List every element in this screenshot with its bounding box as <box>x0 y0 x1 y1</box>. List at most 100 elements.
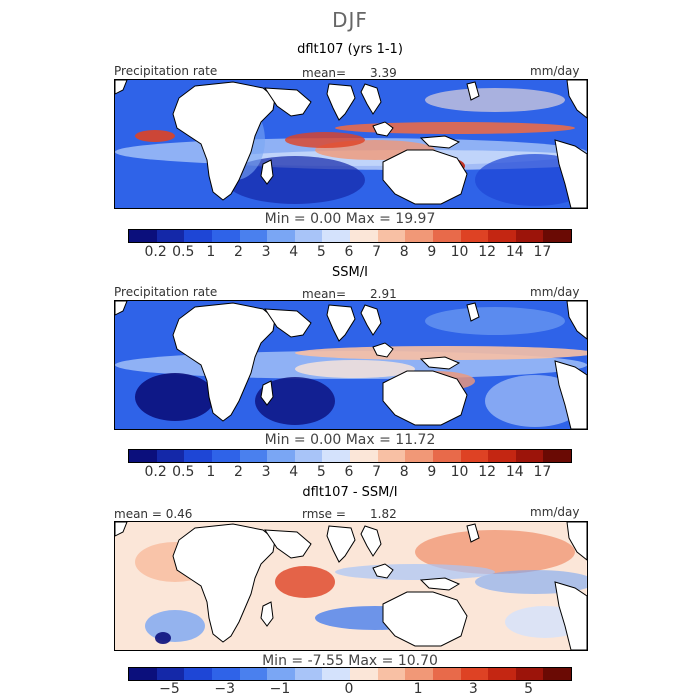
panel-1-colorbar-ticks: 0.2 0.5 1 2 3 4 5 6 7 8 9 10 12 14 17 <box>128 244 570 260</box>
colorbar-swatch <box>322 668 350 680</box>
field-blob <box>135 130 175 142</box>
colorbar-tick-label: 6 <box>344 244 354 260</box>
panel-1-field-label: Precipitation rate <box>114 64 218 78</box>
field-blob <box>335 122 575 134</box>
panel-3-colorbar-ticks: −5 −3 −1 0 1 3 5 <box>128 681 570 697</box>
colorbar-swatch <box>488 230 516 242</box>
colorbar-tick-label: 3 <box>261 464 271 480</box>
colorbar-swatch <box>460 230 489 242</box>
colorbar-tick-label: 0.2 <box>144 464 167 480</box>
panel-1-title: dflt107 (yrs 1-1) <box>297 42 403 57</box>
colorbar-tick-label: 9 <box>427 244 437 260</box>
colorbar-swatch <box>460 450 489 462</box>
colorbar-tick-label: 10 <box>450 244 469 260</box>
land-outline <box>382 370 468 426</box>
colorbar-tick-label: 1 <box>206 244 216 260</box>
colorbar-swatch <box>405 668 433 680</box>
land-outline <box>382 149 468 205</box>
colorbar-tick-label: 0 <box>344 681 354 697</box>
colorbar-tick-label: −3 <box>214 681 236 697</box>
panel-3-minmax: Min = -7.55 Max = 10.70 <box>262 653 438 669</box>
land-outline <box>326 83 356 121</box>
colorbar-swatch <box>156 668 185 680</box>
colorbar-swatch <box>211 668 240 680</box>
colorbar-swatch <box>377 450 406 462</box>
land-outline <box>554 360 587 429</box>
colorbar-swatch <box>515 668 544 680</box>
panel-2-field-label: Precipitation rate <box>114 285 218 299</box>
land-outline <box>466 302 480 322</box>
colorbar-tick-label: 1 <box>413 681 423 697</box>
panel-3-stat-label: rmse = <box>302 507 346 521</box>
field-blob <box>145 610 205 642</box>
colorbar-tick-label: 5 <box>316 464 326 480</box>
panel-3-mean-label: mean = 0.46 <box>114 507 193 521</box>
field-blob <box>415 530 575 574</box>
colorbar-swatch <box>322 230 350 242</box>
land-outline <box>419 135 461 149</box>
field-blob <box>475 154 587 206</box>
panel-1-map <box>114 79 588 209</box>
land-outline <box>264 308 312 338</box>
land-outline <box>115 522 128 537</box>
panel-3-map <box>114 521 588 651</box>
land-outline <box>372 121 394 137</box>
land-outline <box>360 304 382 336</box>
colorbar-swatch <box>405 450 433 462</box>
colorbar-swatch <box>211 230 240 242</box>
land-outline <box>382 591 468 647</box>
colorbar-swatch <box>350 230 378 242</box>
colorbar-swatch <box>156 230 185 242</box>
land-outline <box>260 601 274 627</box>
colorbar-tick-label: 7 <box>372 464 382 480</box>
colorbar-swatch <box>211 450 240 462</box>
colorbar-tick-label: 17 <box>533 464 552 480</box>
land-outline <box>326 304 356 342</box>
panel-2-stat-label: mean= <box>302 287 347 301</box>
land-outline <box>419 356 461 370</box>
colorbar-tick-label: 14 <box>505 244 524 260</box>
land-outline <box>260 380 274 406</box>
land-outline <box>360 525 382 557</box>
colorbar-tick-label: 9 <box>427 464 437 480</box>
colorbar-swatch <box>184 450 212 462</box>
land-outline <box>264 529 312 559</box>
field-blob <box>155 632 171 644</box>
colorbar-tick-label: 17 <box>533 244 552 260</box>
colorbar-swatch <box>239 668 268 680</box>
colorbar-tick-label: 14 <box>505 464 524 480</box>
panel-3-title: dflt107 - SSM/I <box>302 485 398 500</box>
field-blob <box>295 346 587 360</box>
colorbar-tick-label: −5 <box>159 681 180 697</box>
land-outline <box>466 523 480 543</box>
panel-3-colorbar <box>128 667 572 681</box>
land-outline <box>566 80 587 119</box>
colorbar-tick-label: 0.5 <box>172 464 195 480</box>
panel-1-stat-value: 3.39 <box>370 66 397 80</box>
land-outline <box>372 563 394 579</box>
colorbar-swatch <box>322 450 350 462</box>
land-outline <box>115 80 128 95</box>
field-blob <box>425 307 565 335</box>
colorbar-swatch <box>129 668 157 680</box>
colorbar-tick-label: 4 <box>289 244 299 260</box>
panel-2-colorbar-ticks: 0.2 0.5 1 2 3 4 5 6 7 8 9 10 12 14 17 <box>128 464 570 480</box>
colorbar-swatch <box>239 230 268 242</box>
colorbar-swatch <box>432 668 461 680</box>
panel-2-colorbar <box>128 449 572 463</box>
colorbar-tick-label: 2 <box>234 244 243 260</box>
land-outline <box>372 342 394 358</box>
colorbar-swatch <box>377 668 406 680</box>
colorbar-swatch <box>488 668 516 680</box>
land-outline <box>264 87 312 117</box>
colorbar-swatch <box>156 450 185 462</box>
colorbar-tick-label: 1 <box>206 464 216 480</box>
land-outline <box>566 522 587 561</box>
field-blob <box>135 373 215 421</box>
colorbar-tick-label: −1 <box>269 681 291 697</box>
colorbar-swatch <box>350 668 378 680</box>
panel-2-units: mm/day <box>530 285 580 299</box>
colorbar-swatch <box>267 668 295 680</box>
colorbar-swatch <box>129 230 157 242</box>
field-blob <box>425 88 565 112</box>
